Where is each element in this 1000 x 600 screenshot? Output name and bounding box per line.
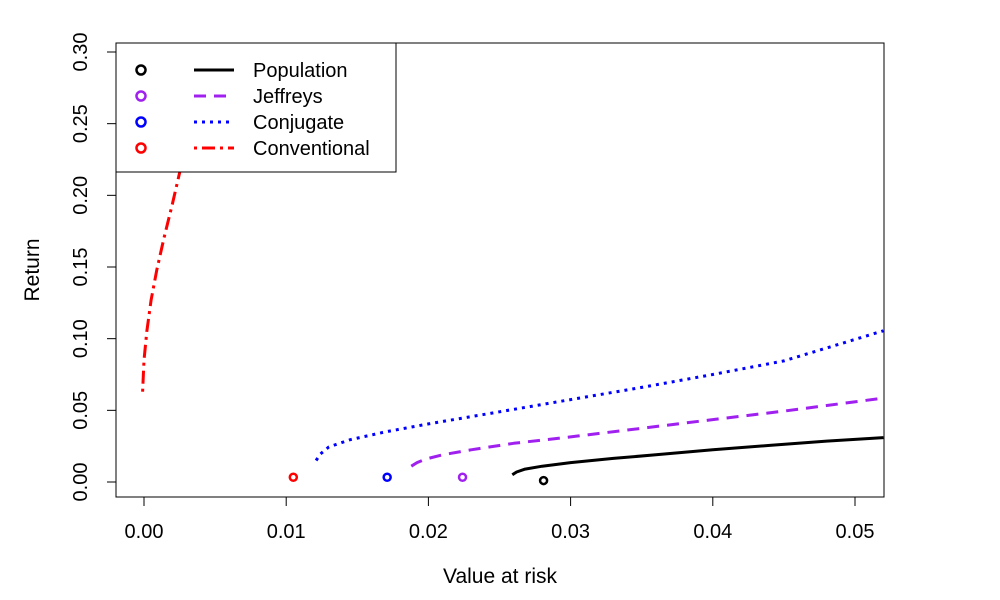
- point-conjugate: [382, 472, 392, 483]
- x-tick-label: 0.05: [836, 521, 875, 543]
- legend-label: Population: [253, 60, 348, 82]
- x-tick-label: 0.01: [267, 521, 306, 543]
- x-tick-label: 0.04: [693, 521, 732, 543]
- y-tick-label: 0.00: [70, 463, 92, 502]
- points-layer: [288, 472, 549, 486]
- y-tick-label: 0.20: [70, 176, 92, 215]
- x-tick-label: 0.02: [409, 521, 448, 543]
- x-tick-label: 0.00: [125, 521, 164, 543]
- series-layer: [141, 137, 884, 477]
- series-line-conventional: [141, 137, 191, 392]
- legend-label: Jeffreys: [253, 86, 323, 108]
- x-axis: 0.00 0.01 0.02 0.03 0.04 0.05: [125, 496, 875, 543]
- y-tick-label: 0.30: [70, 33, 92, 72]
- y-axis-title: Return: [21, 238, 44, 301]
- point-jeffreys: [457, 472, 468, 483]
- y-tick-label: 0.15: [70, 248, 92, 287]
- y-tick-label: 0.25: [70, 104, 92, 143]
- point-population: [538, 475, 549, 486]
- point-conventional: [288, 472, 299, 483]
- series-line-jeffreys: [410, 396, 884, 468]
- legend-marker: [135, 142, 147, 154]
- legend: Population Jeffreys Conjugate Conventional: [115, 42, 397, 173]
- series-line-conjugate: [314, 329, 884, 462]
- x-tick-label: 0.03: [551, 521, 590, 543]
- legend-box: [115, 42, 397, 173]
- legend-label: Conjugate: [253, 112, 344, 134]
- x-axis-title: Value at risk: [443, 565, 557, 588]
- legend-marker: [135, 64, 147, 76]
- y-tick-label: 0.10: [70, 319, 92, 358]
- series-line-population: [511, 436, 884, 477]
- legend-label: Conventional: [253, 138, 370, 160]
- y-tick-label: 0.05: [70, 391, 92, 430]
- legend-marker: [135, 90, 147, 102]
- legend-marker: [135, 116, 147, 128]
